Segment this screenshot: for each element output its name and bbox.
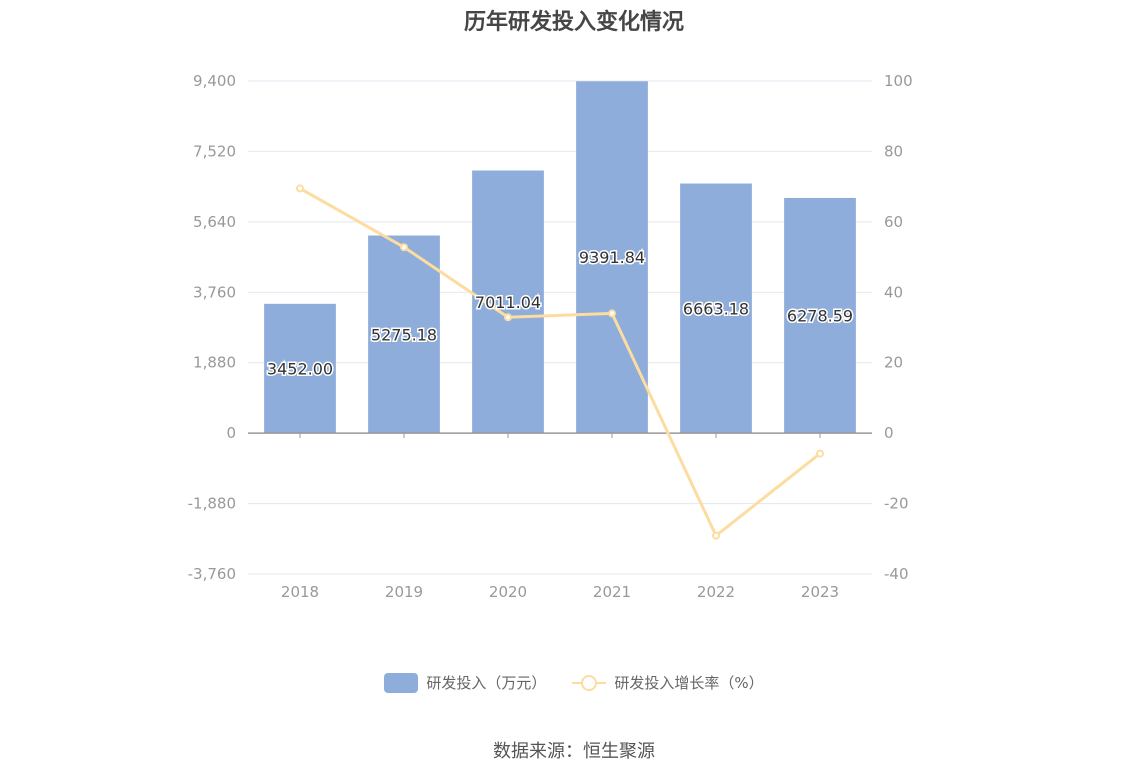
x-tick-label-2019: 2019 [385, 583, 423, 601]
y-right-tick-label: -40 [884, 565, 909, 583]
growth-point-2022 [712, 531, 720, 540]
growth-point-2021 [608, 309, 616, 318]
growth-point-2023 [816, 449, 824, 458]
y-right-tick-label: 40 [884, 283, 903, 301]
y-right-tick-label: -20 [884, 495, 909, 513]
y-right-tick-label: 20 [884, 354, 903, 372]
y-right-tick-label: 60 [884, 213, 903, 231]
y-left-tick-label: -1,880 [188, 495, 236, 513]
bar-2022 [680, 183, 752, 434]
legend-item-line[interactable]: 研发投入增长率（%） [572, 672, 764, 693]
x-tick-label-2020: 2020 [489, 583, 527, 601]
bar-2019 [368, 235, 440, 434]
bar-value-label-2018: 3452.00 [267, 359, 333, 378]
x-tick-label-2023: 2023 [801, 583, 839, 601]
bar-value-label-2023: 6278.59 [787, 307, 853, 326]
chart-title: 历年研发投入变化情况 [463, 10, 684, 35]
y-left-tick-label: -3,760 [188, 565, 236, 583]
bar-2023 [784, 197, 856, 434]
growth-point-2018 [296, 184, 304, 193]
legend-bar-label: 研发投入（万元） [426, 674, 547, 692]
growth-point-2020 [504, 313, 512, 322]
bar-2018 [264, 303, 336, 434]
legend: 研发投入（万元） 研发投入增长率（%） [0, 672, 1148, 693]
bar-value-label-2019: 5275.18 [371, 325, 437, 344]
y-left-tick-label: 1,880 [193, 354, 236, 372]
growth-line [299, 187, 821, 538]
x-tick-label-2018: 2018 [281, 583, 319, 601]
bar-value-label-2021: 9391.84 [579, 248, 645, 267]
y-left-tick-label: 7,520 [193, 142, 236, 160]
bar-value-label-2022: 6663.18 [683, 299, 749, 318]
bar-2021 [576, 81, 648, 434]
y-left-tick-label: 9,400 [193, 72, 236, 90]
y-left-tick-label: 0 [226, 424, 236, 442]
y-right-tick-label: 80 [884, 142, 903, 160]
legend-line-swatch [572, 673, 607, 693]
y-left-tick-label: 3,760 [193, 283, 236, 301]
y-left-tick-label: 5,640 [193, 213, 236, 231]
y-right-tick-label: 100 [884, 72, 913, 90]
growth-point-2019 [400, 243, 408, 252]
x-tick-label-2021: 2021 [593, 583, 631, 601]
x-tick-label-2022: 2022 [697, 583, 735, 601]
bar-value-label-2020: 7011.04 [475, 293, 541, 312]
legend-bar-swatch [384, 672, 419, 693]
y-right-tick-label: 0 [884, 424, 894, 442]
legend-item-bar[interactable]: 研发投入（万元） [384, 672, 546, 693]
source-note: 数据来源：恒生聚源 [493, 741, 655, 762]
legend-line-label: 研发投入增长率（%） [614, 674, 764, 692]
